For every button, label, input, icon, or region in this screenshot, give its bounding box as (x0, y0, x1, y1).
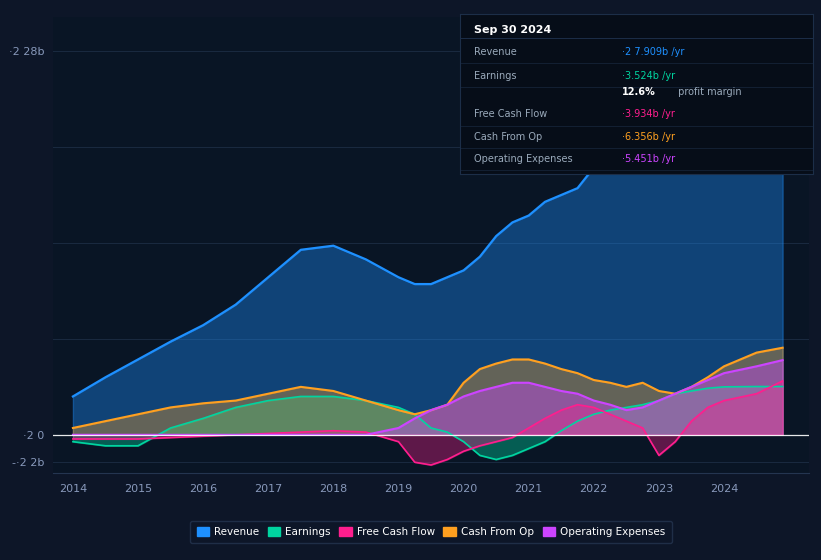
Text: Free Cash Flow: Free Cash Flow (474, 109, 547, 119)
Text: Sep 30 2024: Sep 30 2024 (474, 25, 551, 35)
Text: profit margin: profit margin (675, 87, 741, 97)
Text: 12.6%: 12.6% (622, 87, 656, 97)
Text: Revenue: Revenue (474, 47, 516, 57)
Text: Cash From Op: Cash From Op (474, 132, 542, 142)
Text: Operating Expenses: Operating Expenses (474, 154, 572, 164)
Text: ‧3.524b /yr: ‧3.524b /yr (622, 71, 676, 81)
Text: ‧3.934b /yr: ‧3.934b /yr (622, 109, 675, 119)
Legend: Revenue, Earnings, Free Cash Flow, Cash From Op, Operating Expenses: Revenue, Earnings, Free Cash Flow, Cash … (190, 521, 672, 543)
Text: ‧2 7.909b /yr: ‧2 7.909b /yr (622, 47, 685, 57)
Text: Earnings: Earnings (474, 71, 516, 81)
Text: ‧6.356b /yr: ‧6.356b /yr (622, 132, 675, 142)
Text: ‧5.451b /yr: ‧5.451b /yr (622, 154, 676, 164)
